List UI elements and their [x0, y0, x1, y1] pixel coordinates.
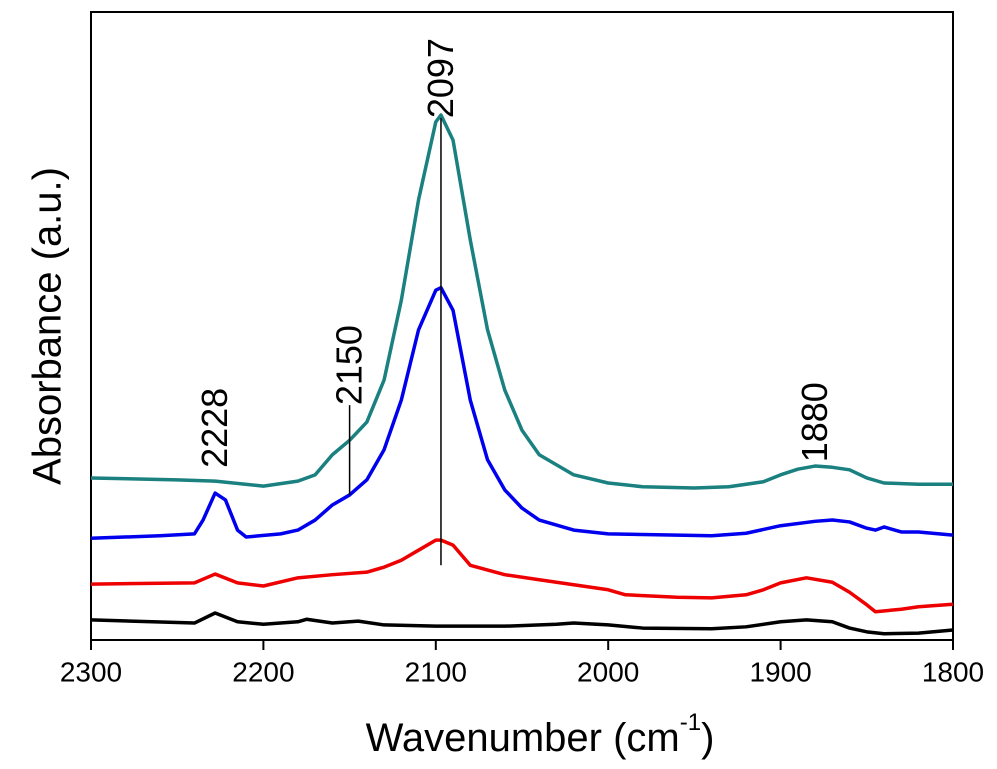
annotation-label: 1880 [794, 382, 835, 462]
spectrum-line [90, 113, 953, 490]
spectrum-line [90, 285, 954, 541]
annotation-label: 2150 [329, 325, 370, 405]
annotation-label: 2228 [194, 388, 235, 468]
x-tick-label: 1900 [749, 656, 811, 687]
x-axis-label-sup: -1 [680, 709, 701, 736]
x-tick-label: 2200 [232, 656, 294, 687]
x-tick-label: 2100 [405, 656, 467, 687]
annotation-label: 2097 [420, 38, 461, 118]
x-axis-label-end: ) [701, 716, 714, 760]
x-tick-label: 1800 [922, 656, 984, 687]
x-axis-label: Wavenumber (cm-1) [366, 709, 715, 759]
x-tick-label: 2000 [577, 656, 639, 687]
spectrum-line [90, 538, 954, 614]
y-axis-label: Absorbance (a.u.) [26, 167, 70, 485]
spectrum-line [90, 611, 954, 636]
x-tick-label: 2300 [60, 656, 122, 687]
x-axis-label-text: Wavenumber (cm [366, 716, 680, 760]
plot-frame [90, 11, 954, 641]
